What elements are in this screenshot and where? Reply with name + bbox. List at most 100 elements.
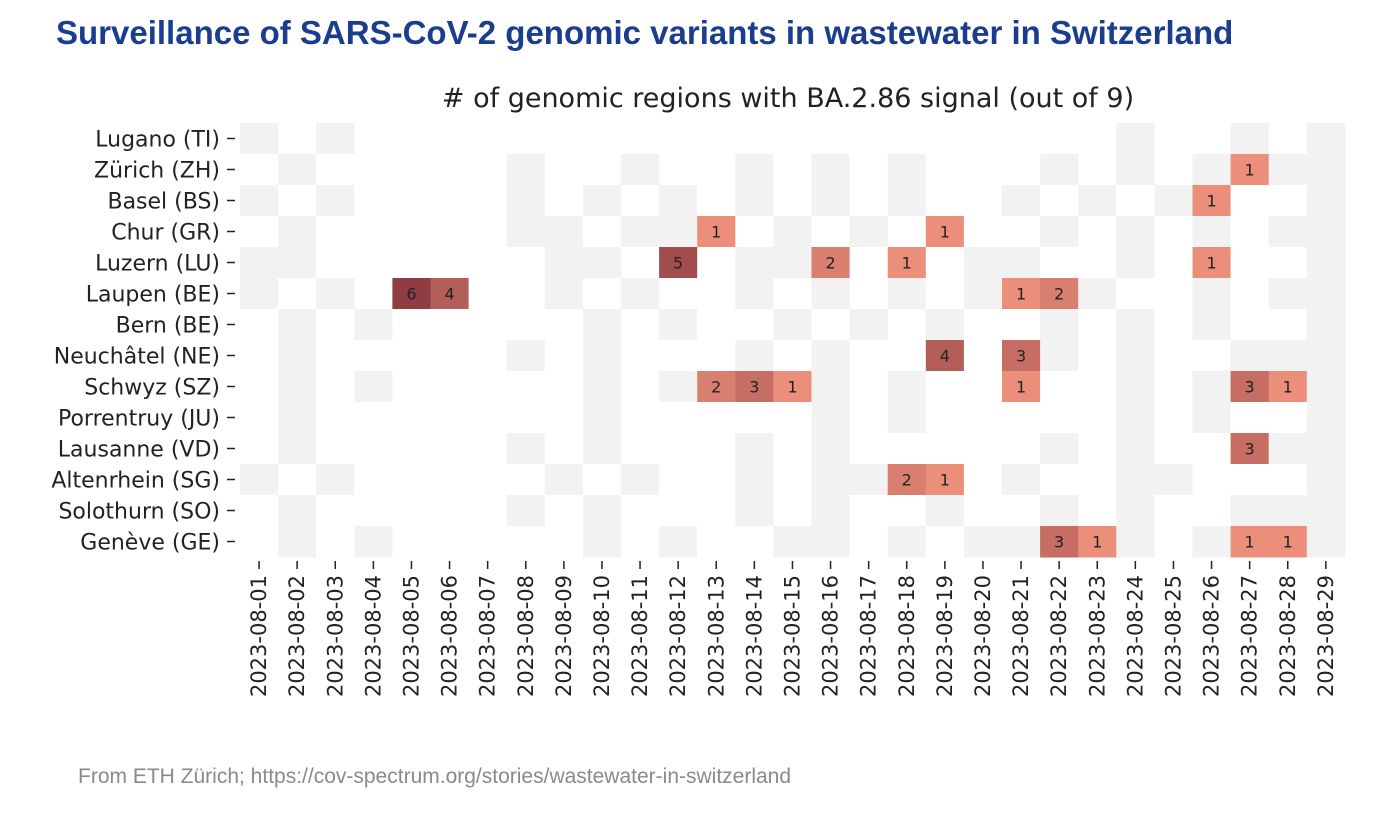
heatmap-cell: [1078, 278, 1117, 310]
heatmap-cell: [621, 154, 660, 186]
heatmap-cell: [1306, 526, 1346, 558]
heatmap-cell: [697, 371, 736, 403]
heatmap-cell: [1230, 371, 1270, 403]
y-tick-label: Lausanne (VD): [58, 438, 220, 463]
heatmap-cell: [849, 495, 889, 527]
heatmap-cell: [1116, 371, 1155, 403]
heatmap-cell: [354, 185, 393, 217]
heatmap-cell: [1078, 526, 1117, 558]
heatmap-cell: [811, 185, 851, 217]
heatmap-cell: [1154, 247, 1193, 279]
heatmap-cell: [925, 464, 965, 496]
heatmap-cell: [316, 464, 355, 496]
heatmap-cell: [735, 154, 774, 186]
heatmap-cell: [735, 371, 774, 403]
heatmap-cell: [925, 123, 965, 155]
heatmap-cell: [1154, 495, 1193, 527]
heatmap-cell: [697, 402, 736, 434]
heatmap-cell: [1116, 340, 1155, 372]
heatmap-cell: [278, 216, 317, 248]
x-tick-label: 2023-08-18: [895, 575, 919, 697]
heatmap-cell: [963, 464, 1003, 496]
heatmap-cell: [811, 154, 851, 186]
heatmap-cell: [1230, 216, 1270, 248]
heatmap-cell: [659, 464, 698, 496]
heatmap-cell: [1116, 526, 1155, 558]
heatmap-cell: [506, 402, 546, 434]
y-tick-label: Chur (GR): [111, 221, 220, 246]
x-tick-label: 2023-08-03: [323, 575, 347, 697]
heatmap-cell: [1078, 123, 1117, 155]
heatmap-cell: [925, 402, 965, 434]
heatmap-cell: [1116, 309, 1155, 341]
heatmap-cell: [506, 278, 546, 310]
heatmap-cell: [697, 340, 736, 372]
heatmap-cell: [621, 402, 660, 434]
cell-value-label: 1: [711, 223, 721, 242]
y-tick-label: Basel (BS): [107, 190, 220, 215]
heatmap-cell: [1268, 526, 1308, 558]
heatmap-cell: [582, 464, 622, 496]
heatmap-cell: [468, 278, 508, 310]
heatmap-cell: [811, 340, 851, 372]
heatmap-cell: [430, 185, 470, 217]
heatmap-cell: [773, 216, 812, 248]
heatmap-cell: [1306, 495, 1346, 527]
heatmap-cell: [735, 278, 774, 310]
heatmap-cell: [468, 495, 508, 527]
heatmap-cell: [354, 278, 393, 310]
heatmap-cell: [1192, 495, 1232, 527]
y-tick-label: Genève (GE): [80, 531, 220, 556]
heatmap-cell: [735, 340, 774, 372]
heatmap-cell: [1040, 495, 1079, 527]
heatmap-cell: [544, 216, 584, 248]
x-tick-label: 2023-08-09: [552, 575, 576, 697]
heatmap-cell: [430, 340, 470, 372]
heatmap-cell: [506, 371, 546, 403]
heatmap-cell: [544, 495, 584, 527]
heatmap-cell: [773, 123, 812, 155]
heatmap-cell: [1002, 154, 1041, 186]
heatmap-cell: [925, 247, 965, 279]
heatmap-cell: [316, 526, 355, 558]
heatmap-cell: [506, 123, 546, 155]
heatmap-cell: [582, 185, 622, 217]
heatmap-cell: [887, 154, 927, 186]
heatmap-cell: [1078, 309, 1117, 341]
heatmap-cell: [1154, 154, 1193, 186]
x-tick-label: 2023-08-15: [780, 575, 804, 697]
heatmap-cell: [735, 526, 774, 558]
heatmap-cell: [773, 340, 812, 372]
heatmap-cell: [1230, 278, 1270, 310]
heatmap-cell: [925, 433, 965, 465]
heatmap-cell: [354, 216, 393, 248]
heatmap-cell: [811, 433, 851, 465]
heatmap-cell: [697, 495, 736, 527]
heatmap-cell: [392, 247, 431, 279]
heatmap-cell: [1002, 309, 1041, 341]
heatmap-cell: [1268, 340, 1308, 372]
heatmap-cell: [430, 247, 470, 279]
heatmap-cell: [1078, 495, 1117, 527]
heatmap-cell: [697, 216, 736, 248]
heatmap-cell: [1040, 402, 1079, 434]
heatmap-cell: [1306, 371, 1346, 403]
heatmap-cell: [621, 247, 660, 279]
heatmap-cell: [1268, 495, 1308, 527]
heatmap-cell: [240, 278, 279, 310]
heatmap-cell: [1192, 433, 1232, 465]
cell-value-label: 1: [1016, 285, 1026, 304]
heatmap-cell: [240, 402, 279, 434]
heatmap-cell: [392, 495, 431, 527]
heatmap-cell: [887, 464, 927, 496]
heatmap-cell: [621, 216, 660, 248]
heatmap-cell: [316, 433, 355, 465]
x-tick-label: 2023-08-29: [1314, 575, 1338, 697]
x-tick-label: 2023-08-17: [857, 575, 881, 697]
heatmap-cell: [430, 495, 470, 527]
heatmap-cell: [1268, 185, 1308, 217]
heatmap-cell: [1192, 247, 1232, 279]
slide-title: Surveillance of SARS-CoV-2 genomic varia…: [56, 14, 1234, 51]
heatmap-cell: [544, 371, 584, 403]
